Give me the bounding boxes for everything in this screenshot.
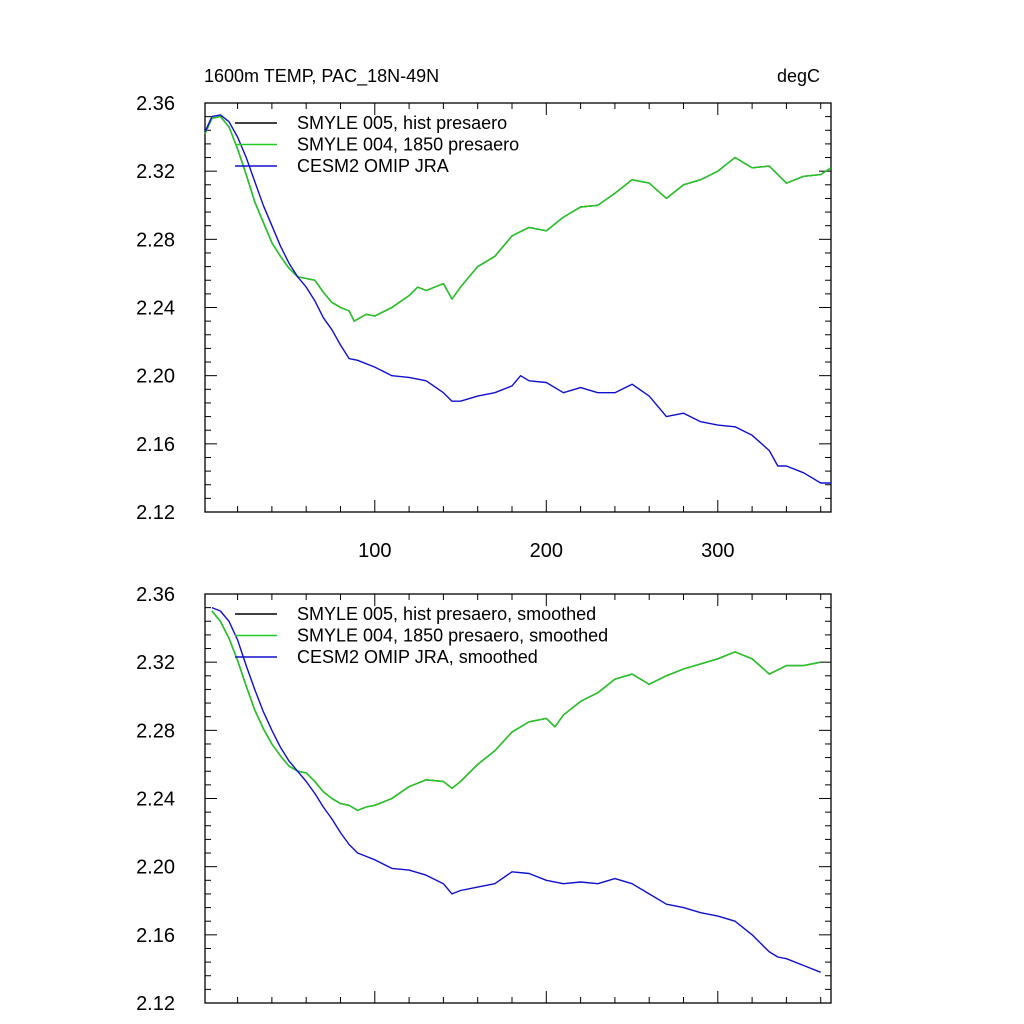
legend-label: SMYLE 005, hist presaero (297, 113, 507, 133)
series-line-3 (204, 114, 831, 484)
y-tick-label: 2.16 (136, 434, 175, 456)
legend-label: CESM2 OMIP JRA, smoothed (297, 647, 538, 667)
series-line-2 (211, 610, 821, 812)
y-tick-label: 2.20 (136, 366, 175, 388)
series-line-3 (211, 606, 821, 973)
y-tick-label: 2.36 (136, 584, 175, 606)
y-tick-label: 2.36 (136, 93, 175, 115)
y-tick-label: 2.32 (136, 161, 175, 183)
legend-label: SMYLE 004, 1850 presaero, smoothed (297, 626, 608, 646)
y-tick-label: 2.16 (136, 925, 175, 947)
top-panel: 1600m TEMP, PAC_18N-49N degC 2.36 2.32 2.2… (136, 66, 832, 562)
tick-marks (205, 593, 831, 1004)
y-tick-label: 2.12 (136, 993, 175, 1015)
y-tick-label: 2.24 (136, 298, 175, 320)
panel-title-left: 1600m TEMP, PAC_18N-49N (204, 66, 439, 87)
legend-label: SMYLE 004, 1850 presaero (297, 135, 519, 155)
y-tick-label: 2.24 (136, 789, 175, 811)
y-tick-label: 2.32 (136, 652, 175, 674)
y-tick-label: 2.20 (136, 857, 175, 879)
series-line-2 (204, 115, 832, 322)
y-tick-label: 2.28 (136, 720, 175, 742)
x-tick-label: 200 (530, 540, 563, 562)
tick-marks (205, 102, 831, 513)
y-tick-label: 2.12 (136, 502, 175, 524)
y-tick-label: 2.28 (136, 229, 175, 251)
x-tick-label: 300 (701, 540, 734, 562)
bottom-panel: 2.36 2.32 2.28 2.24 2.20 2.16 2.12 SMYLE 005, h… (136, 584, 832, 1015)
panel-title-right: degC (777, 66, 820, 86)
x-tick-label: 100 (358, 540, 391, 562)
legend-label: SMYLE 005, hist presaero, smoothed (297, 604, 596, 624)
legend-label: CESM2 OMIP JRA (297, 156, 449, 176)
